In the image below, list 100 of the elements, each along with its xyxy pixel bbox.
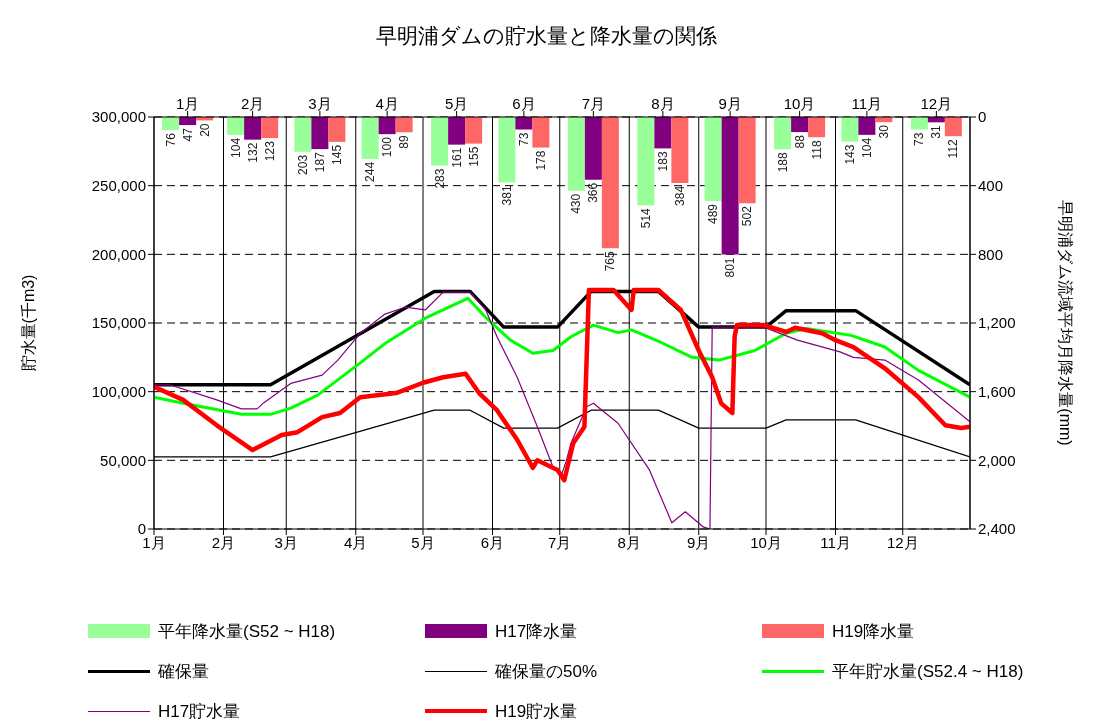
bar: [654, 117, 672, 149]
legend-label: 確保量: [158, 660, 209, 683]
data-label: 384: [672, 185, 687, 206]
bar: [910, 117, 928, 130]
data-label: 514: [638, 207, 653, 229]
bar: [361, 117, 379, 159]
bar: [244, 117, 262, 140]
bar: [738, 117, 756, 204]
bar: [465, 117, 483, 144]
x2-tick-label: 3月: [308, 95, 332, 112]
x2-tick-label: 12月: [920, 95, 953, 112]
x2-tick-label: 10月: [783, 95, 816, 112]
data-label: 100: [380, 136, 395, 158]
data-label: 104: [228, 137, 243, 158]
x2-tick-label: 4月: [375, 95, 399, 112]
bar: [294, 117, 312, 152]
x-tick-label: 7月: [548, 533, 572, 551]
data-label: 123: [262, 140, 277, 162]
data-label: 145: [329, 144, 344, 165]
bar: [498, 117, 516, 183]
bar: [328, 117, 346, 142]
x-tick-label: 3月: [274, 533, 298, 551]
data-label: 155: [466, 146, 481, 167]
data-label: 765: [603, 251, 618, 272]
x2-tick-label: 8月: [651, 95, 675, 112]
x-tick-label: 10月: [750, 533, 782, 551]
legend-label: 平年貯水量(S52.4 ~ H18): [832, 660, 1024, 683]
legend-label: H19貯水量: [495, 700, 578, 719]
y-tick-label: 150,000: [91, 314, 146, 332]
legend-label: 平年降水量(S52 ~ H18): [158, 620, 336, 643]
x-tick-label: 5月: [411, 533, 435, 551]
data-label: 366: [586, 182, 601, 203]
bar: [637, 117, 655, 206]
x2-tick-label: 6月: [512, 95, 536, 112]
x-tick-label: 2月: [211, 533, 236, 551]
bar: [774, 117, 792, 150]
y2-tick-label: 2,400: [978, 520, 1016, 538]
bar: [704, 117, 722, 201]
x-tick-label: 11月: [820, 533, 851, 551]
data-label: 489: [706, 203, 721, 224]
y2-tick-label: 0: [978, 108, 987, 126]
data-label: 183: [655, 151, 670, 172]
bar: [671, 117, 689, 183]
data-label: 73: [912, 132, 927, 146]
data-label: 104: [859, 137, 874, 158]
x-tick-label: 6月: [480, 533, 505, 551]
data-label: 118: [809, 139, 824, 160]
y2-axis-title: 早明浦ダム流域平均月降水量(mm): [1057, 200, 1075, 446]
bar: [858, 117, 876, 135]
data-label: 187: [312, 151, 327, 173]
bar: [448, 117, 466, 145]
data-label: 203: [295, 154, 310, 175]
x-tick-label: 12月: [886, 533, 919, 551]
x2-tick-label: 2月: [240, 95, 265, 112]
bar: [601, 117, 619, 249]
data-label: 88: [792, 134, 807, 149]
legend-label: 確保量の50%: [495, 660, 598, 683]
data-label: 161: [449, 147, 464, 168]
y-axis-title: 貯水量(千m3): [19, 274, 37, 372]
x2-tick-label: 7月: [581, 95, 606, 112]
legend-label: H19降水量: [832, 620, 915, 643]
data-label: 502: [740, 205, 755, 227]
bar: [721, 117, 739, 255]
bar: [841, 117, 859, 142]
y-tick-label: 50,000: [100, 451, 146, 469]
y2-tick-label: 1,200: [978, 314, 1016, 332]
x2-tick-label: 11月: [851, 95, 883, 112]
data-label: 801: [723, 257, 738, 278]
data-label: 31: [929, 125, 944, 139]
data-label: 20: [197, 123, 212, 137]
bar: [944, 117, 962, 137]
y2-tick-label: 800: [978, 245, 1004, 263]
x2-tick-label: 1月: [175, 95, 200, 112]
data-label: 89: [397, 134, 412, 149]
line-series: [154, 296, 970, 416]
y-tick-label: 250,000: [91, 176, 146, 194]
data-label: 47: [180, 127, 195, 142]
data-label: 188: [775, 151, 790, 173]
data-label: 112: [946, 138, 961, 159]
bar: [162, 117, 180, 131]
bar: [261, 117, 279, 139]
y-tick-label: 100,000: [91, 382, 146, 400]
data-label: 76: [163, 132, 178, 147]
bar: [515, 117, 533, 130]
bar: [395, 117, 413, 133]
bar: [532, 117, 550, 148]
data-label: 244: [363, 161, 378, 182]
data-label: 73: [516, 132, 531, 146]
bar: [567, 117, 585, 191]
x-tick-label: 8月: [617, 533, 641, 551]
legend-label: H17降水量: [495, 620, 578, 643]
data-label: 430: [569, 193, 584, 214]
y2-tick-label: 1,600: [978, 382, 1016, 400]
chart-title: 早明浦ダムの貯水量と降水量の関係: [375, 23, 718, 49]
data-label: 30: [876, 124, 891, 139]
y-tick-label: 200,000: [91, 245, 146, 263]
y2-tick-label: 400: [978, 176, 1004, 194]
bar: [311, 117, 329, 150]
x-tick-label: 9月: [687, 533, 711, 551]
data-label: 132: [245, 142, 260, 163]
